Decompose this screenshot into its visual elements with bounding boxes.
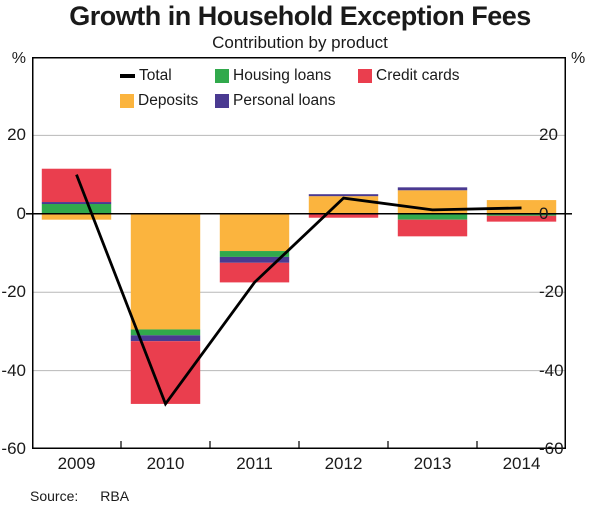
- bar-segment: [130, 335, 201, 342]
- x-axis-label: 2010: [146, 454, 185, 473]
- y-axis-label: -40: [1, 360, 26, 380]
- y-axis-label: 20: [7, 125, 26, 145]
- bar-segment: [486, 200, 557, 214]
- legend-item: Housing loans: [215, 66, 358, 86]
- bar-segment: [308, 213, 379, 218]
- source-label: Source:: [30, 488, 79, 504]
- y-axis-label: 20: [539, 125, 558, 145]
- legend-line-icon: [120, 74, 135, 78]
- legend-item: Deposits: [120, 91, 215, 111]
- plot-svg: [26, 57, 572, 449]
- chart-title: Growth in Household Exception Fees: [69, 1, 531, 31]
- legend-item: Credit cards: [358, 66, 460, 86]
- y-axis-label: -60: [1, 439, 26, 458]
- legend-swatch-icon: [358, 69, 372, 83]
- legend-item-label: Credit cards: [376, 67, 460, 84]
- bar-segment: [397, 187, 468, 191]
- bar-segment: [219, 213, 290, 252]
- legend-item-label: Total: [139, 67, 172, 84]
- legend-row-1: Total Housing loans Credit cards: [120, 66, 460, 86]
- y-axis-label: 0: [16, 203, 26, 223]
- plot-area: Total Housing loans Credit cards Deposits P…: [26, 57, 572, 449]
- bar-segment: [219, 262, 290, 283]
- y-axis-label: -20: [539, 282, 564, 302]
- y-axis-unit-left: %: [11, 50, 26, 67]
- y-axis-label: -40: [539, 360, 564, 380]
- bar-segment: [486, 213, 557, 216]
- legend-item-label: Housing loans: [233, 67, 332, 84]
- legend-item: Personal loans: [215, 91, 358, 111]
- x-axis-label: 2012: [324, 454, 363, 473]
- bar-segment: [130, 213, 201, 330]
- bar-segment: [41, 213, 112, 220]
- legend-item-label: Deposits: [138, 92, 199, 109]
- source-note: Source: RBA: [30, 488, 129, 504]
- bar-segment: [41, 202, 112, 204]
- bar-segment: [397, 219, 468, 237]
- legend-swatch-icon: [120, 94, 134, 108]
- bar-segment: [219, 251, 290, 257]
- legend-item: Total: [120, 66, 215, 86]
- bar-segment: [219, 256, 290, 263]
- bar-segment: [397, 213, 468, 220]
- total-line: [75, 174, 522, 407]
- legend-swatch-icon: [215, 69, 229, 83]
- bar-segment: [130, 329, 201, 336]
- y-axis-unit-right: %: [571, 50, 586, 67]
- x-axis-label: 2014: [502, 454, 541, 473]
- y-axis-label: -60: [539, 439, 564, 458]
- bar-segment: [486, 215, 557, 222]
- plot-frame: [32, 57, 566, 449]
- legend-swatch-icon: [215, 94, 229, 108]
- x-axis-label: 2009: [57, 454, 96, 473]
- x-axis-label: 2013: [413, 454, 452, 473]
- legend-row-2: Deposits Personal loans: [120, 91, 358, 111]
- x-axis-label: 2011: [236, 454, 273, 473]
- source-value: RBA: [100, 488, 130, 504]
- y-axis-label: -20: [1, 282, 26, 302]
- y-axis-label: 0: [539, 203, 549, 223]
- legend-item-label: Personal loans: [233, 92, 336, 109]
- bar-segment: [308, 194, 379, 197]
- bar-segment: [41, 168, 112, 203]
- bar-segment: [41, 204, 112, 214]
- chart-subtitle: Contribution by product: [212, 33, 388, 52]
